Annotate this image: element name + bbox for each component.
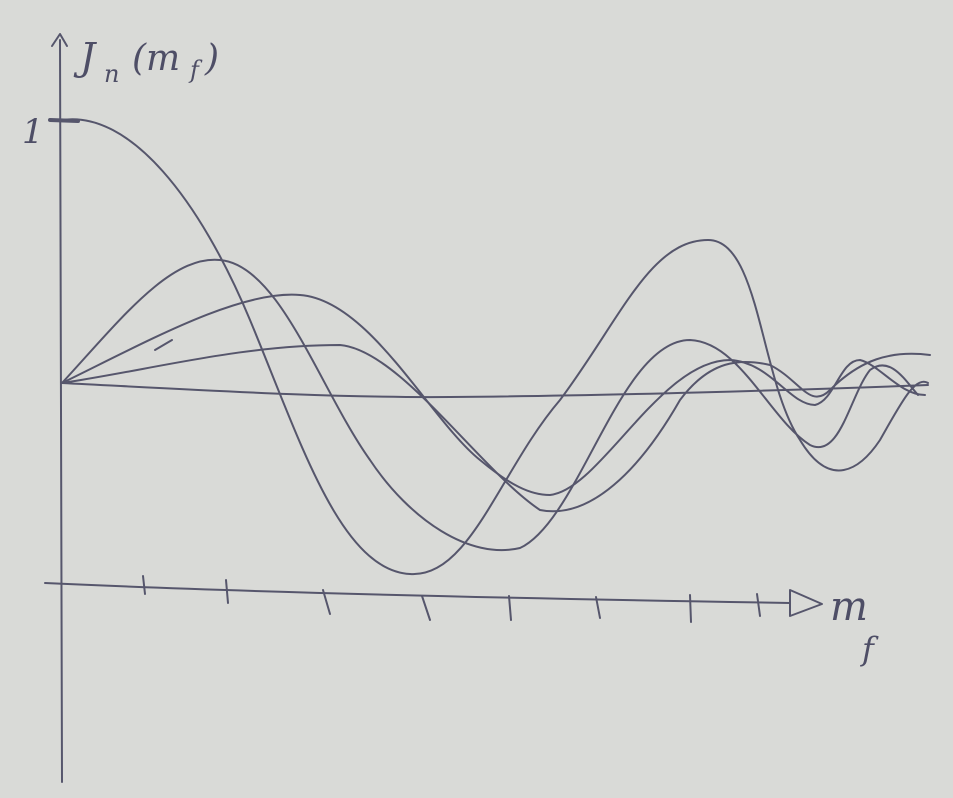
page: {"y_axis": {"symbol": "J", "subscript": … — [0, 0, 953, 798]
sketch: 1 J n (m f ) m f — [0, 0, 953, 798]
y-label-argument: (m — [132, 38, 180, 79]
paper — [0, 0, 953, 798]
y-label-close: ) — [204, 38, 219, 79]
x-label-symbol: m — [830, 584, 868, 630]
y-label-subscript: n — [104, 60, 119, 88]
y-tick-label: 1 — [22, 112, 44, 152]
